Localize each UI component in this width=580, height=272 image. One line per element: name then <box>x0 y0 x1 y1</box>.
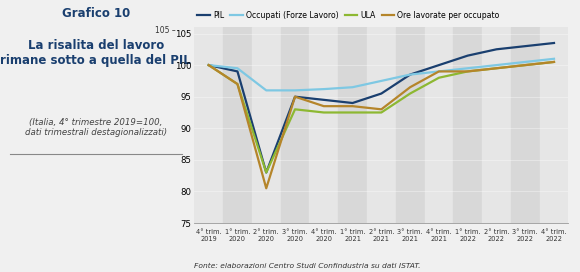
Text: Grafico 10: Grafico 10 <box>61 7 130 20</box>
Bar <box>338 27 367 223</box>
Bar <box>281 27 309 223</box>
Bar <box>309 27 338 223</box>
Bar <box>252 27 281 223</box>
Bar <box>425 27 454 223</box>
Bar <box>194 27 223 223</box>
Text: (Italia, 4° trimestre 2019=100,
dati trimestrali destagionalizzati): (Italia, 4° trimestre 2019=100, dati tri… <box>24 118 167 137</box>
Text: Fonte: elaborazioni Centro Studi Confindustria su dati ISTAT.: Fonte: elaborazioni Centro Studi Confind… <box>194 263 421 269</box>
Bar <box>482 27 511 223</box>
Legend: PIL, Occupati (Forze Lavoro), ULA, Ore lavorate per occupato: PIL, Occupati (Forze Lavoro), ULA, Ore l… <box>194 8 503 23</box>
Bar <box>396 27 425 223</box>
Text: La risalita del lavoro
rimane sotto a quella del PIL: La risalita del lavoro rimane sotto a qu… <box>1 39 191 67</box>
Bar <box>511 27 539 223</box>
Text: 105 –: 105 – <box>155 26 176 35</box>
Bar <box>367 27 396 223</box>
Bar <box>539 27 568 223</box>
Bar <box>223 27 252 223</box>
Bar <box>454 27 482 223</box>
